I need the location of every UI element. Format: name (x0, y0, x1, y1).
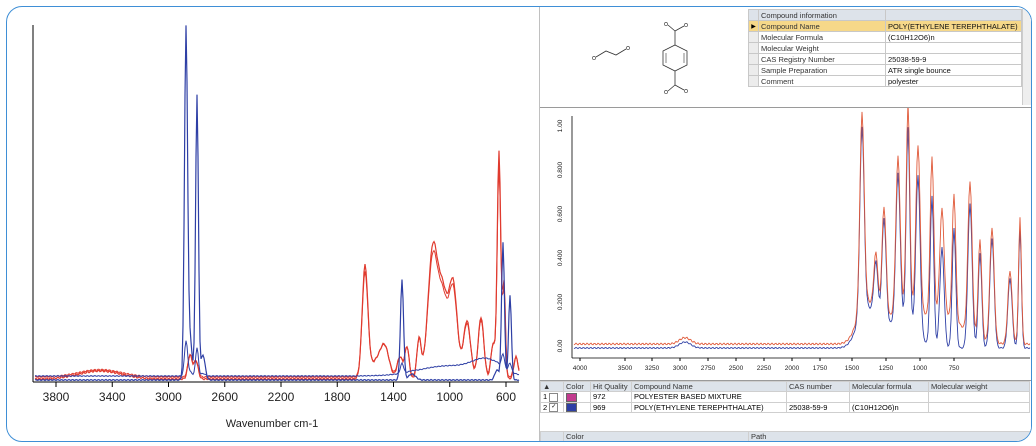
ir-y-tick-label: 0.200 (557, 293, 564, 310)
info-row-sample-preparation[interactable]: Sample Preparation ATR single bounce (748, 64, 1022, 76)
color-swatch[interactable] (566, 392, 577, 402)
ir-y-tick-label: 0.00 (557, 339, 564, 352)
ir-y-tick-label: 1.00 (557, 119, 564, 132)
ir-x-tick-label: 2500 (729, 365, 744, 372)
left-spectrum-panel: 3800 3400 3000 2600 2200 1800 1400 1000 600 Wave… (7, 7, 537, 441)
library-search-panel: Compound information ▶ Compound Name POL… (539, 7, 1031, 441)
info-scrollbar[interactable] (1022, 9, 1031, 105)
ir-x-tick-label: 1000 (913, 365, 928, 372)
molecule-structure-image (592, 22, 688, 94)
x-axis-ticks: 3800 3400 3000 2600 2200 1800 1400 1000 600 (43, 382, 516, 404)
row-selector-arrow-icon: ▶ (748, 20, 759, 32)
hit-list-table: ▲ Color Hit Quality Compound Name CAS nu… (540, 381, 1030, 414)
ir-x-tick-label: 1500 (845, 365, 860, 372)
hit-checkbox-1[interactable] (549, 392, 559, 402)
ir-x-tick-label: 3500 (618, 365, 633, 372)
ir-blue-spectrum (573, 126, 1031, 350)
sort-up-icon[interactable]: ▲ (540, 381, 564, 392)
ir-x-tick-label: 2750 (701, 365, 716, 372)
red-spectrum-line-2 (34, 166, 520, 379)
blue-spectrum-line-2 (34, 340, 520, 377)
left-spectrum-chart: 3800 3400 3000 2600 2200 1800 1400 1000 600 (32, 25, 520, 404)
hit-row-2[interactable]: 2 ✓ 969 POLY(ETHYLENE TEREPHTHALATE) 250… (540, 401, 1030, 414)
red-spectrum-line-1 (34, 150, 520, 381)
info-row-cas-number[interactable]: CAS Registry Number 25038-59-9 (748, 53, 1022, 65)
x-tick-label: 1800 (324, 390, 351, 404)
info-row-molecular-weight[interactable]: Molecular Weight (748, 42, 1022, 54)
info-row-comment[interactable]: Comment polyester (748, 75, 1022, 87)
x-tick-label: 2200 (268, 390, 295, 404)
ir-x-tick-label: 4000 (573, 365, 588, 372)
ir-y-tick-label: 0.400 (557, 249, 564, 266)
ir-x-tick-label: 1250 (879, 365, 894, 372)
ir-x-tick-label: 3000 (673, 365, 688, 372)
ir-x-tick-label: 1750 (813, 365, 828, 372)
hit-list: ▲ Color Hit Quality Compound Name CAS nu… (540, 381, 1031, 431)
ir-y-tick-label: 0.600 (557, 205, 564, 222)
blue-spectrum-line-1 (34, 25, 520, 382)
compound-info-header: Compound information (758, 9, 886, 21)
ir-x-tick-label: 3250 (645, 365, 660, 372)
ir-x-tick-label: 750 (949, 365, 960, 372)
ir-red-spectrum (573, 102, 1031, 346)
compound-info-table: Compound information ▶ Compound Name POL… (748, 9, 1022, 87)
ir-spectrum-area: 4000 3500 3250 3000 2750 2500 2250 2000 1750 1500… (540, 102, 1031, 381)
x-tick-label: 600 (496, 390, 516, 404)
x-axis-title: Wavenumber cm-1 (225, 418, 319, 430)
x-tick-label: 1400 (380, 390, 407, 404)
x-tick-label: 1000 (436, 390, 463, 404)
x-tick-label: 3000 (155, 390, 182, 404)
ir-y-tick-label: 0.800 (557, 161, 564, 178)
color-swatch[interactable] (566, 403, 577, 412)
ir-spectrum-chart: 4000 3500 3250 3000 2750 2500 2250 2000 1750 1500… (557, 102, 1031, 372)
ir-x-tick-label: 2250 (757, 365, 772, 372)
info-row-molecular-formula[interactable]: Molecular Formula (C10H12O6)n (748, 31, 1022, 43)
info-row-compound-name[interactable]: ▶ Compound Name POLY(ETHYLENE TEREPHTHAL… (748, 20, 1022, 32)
x-tick-label: 2600 (211, 390, 238, 404)
path-list: Color Path (540, 431, 1031, 441)
main-frame: 3800 3400 3000 2600 2200 1800 1400 1000 600 Wave… (6, 6, 1032, 442)
x-tick-label: 3400 (99, 390, 126, 404)
x-tick-label: 3800 (43, 390, 70, 404)
ir-x-tick-label: 2000 (785, 365, 800, 372)
hit-checkbox-2[interactable]: ✓ (549, 403, 559, 412)
hit-row-1[interactable]: 1 972 POLYESTER BASED MIXTURE (540, 391, 1030, 403)
compound-info-area: Compound information ▶ Compound Name POL… (540, 7, 1031, 108)
